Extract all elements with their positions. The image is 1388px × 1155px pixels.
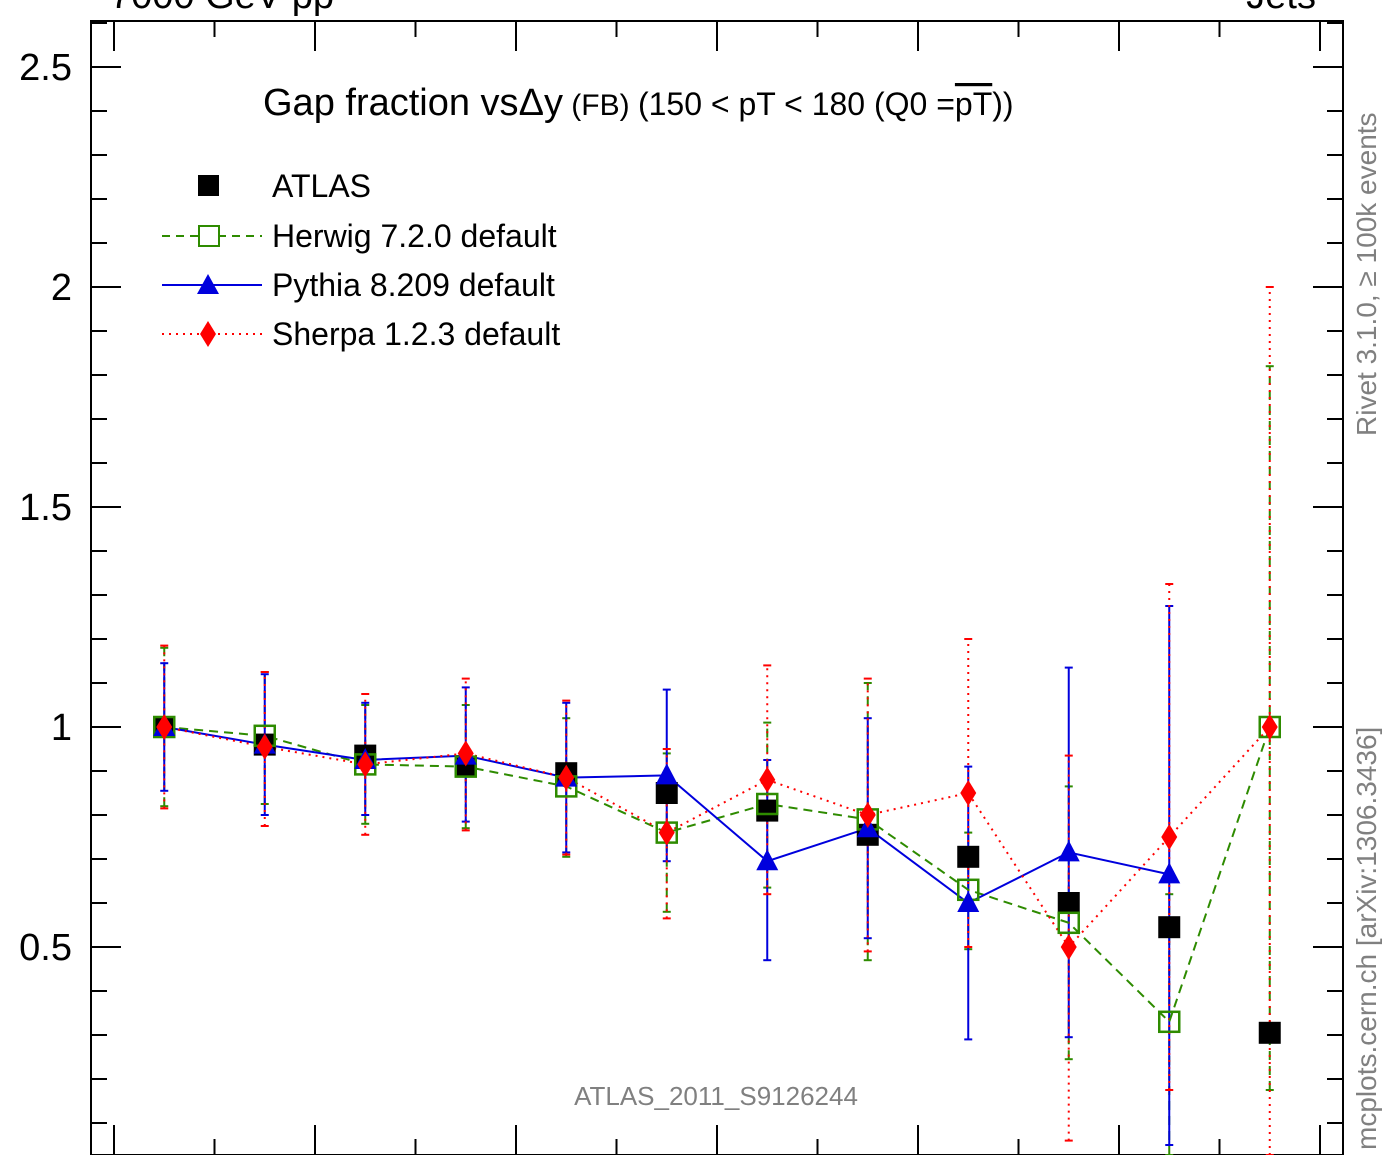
pythia-point [1057,840,1080,862]
y-tick-label: 0.5 [19,927,72,969]
y-tick-label: 1.5 [19,487,72,529]
legend-marker-pythia [197,274,219,294]
legend-label-pythia: Pythia 8.209 default [272,267,555,303]
title-overline: pT [955,86,992,122]
y-tick-label: 2.5 [19,47,72,89]
title-main: Gap fraction vs [263,82,519,124]
series-line [164,726,1271,949]
title-range-open: (150 < pT < 180 (Q0 = [638,86,955,122]
series-line [164,726,1271,1024]
herwig-point [1158,1010,1181,1034]
legend-label-atlas: ATLAS [272,168,371,204]
legend-marker-atlas [198,175,219,196]
sherpa-point [1261,714,1278,740]
pythia-point [957,891,980,912]
chart-title: Gap fraction vsΔy (FB) (150 < pT < 180 (… [263,82,1014,124]
herwig-point [756,792,779,816]
header-left: 7000 GeV pp [110,0,334,17]
y-tick-labels: 0.5 1 1.5 2 2.5 [19,47,72,969]
header-right: Jets [1246,0,1316,17]
atlas-point [655,782,678,804]
pythia-point [756,849,779,871]
sherpa-point [759,766,776,793]
legend-marker-herwig [198,225,220,247]
sherpa-point [859,802,876,828]
title-delta-y: Δy [519,82,563,124]
sherpa-point [960,780,977,806]
sherpa-point [1060,934,1077,960]
side-label-top: Rivet 3.1.0, ≥ 100k events [1351,112,1382,436]
pythia-point [655,763,678,785]
sherpa-point [357,751,374,778]
legend: ATLAS Herwig 7.2.0 default Pythia 8.209 … [162,168,560,352]
title-fb: (FB) [563,89,638,122]
analysis-id: ATLAS_2011_S9126244 [574,1081,858,1111]
herwig-point [1057,911,1080,935]
y-tick-label: 2 [51,267,72,309]
pythia-point [1158,862,1181,884]
sherpa-point [558,764,575,791]
legend-label-sherpa: Sherpa 1.2.3 default [272,316,560,352]
series-lines [164,726,1271,1024]
sherpa-point [156,714,173,740]
y-tick-label: 1 [51,707,72,749]
side-label-bottom: mcplots.cern.ch [arXiv:1306.3436] [1351,727,1382,1150]
sherpa-point [1161,824,1178,850]
legend-marker-sherpa [200,321,216,347]
series-markers [153,714,1281,1044]
atlas-point [1158,916,1181,939]
sherpa-point [256,733,273,760]
sherpa-point [658,819,675,846]
legend-label-herwig: Herwig 7.2.0 default [272,218,557,254]
atlas-point [957,845,980,868]
atlas-point [1057,892,1080,914]
axis-ticks [91,21,1343,1155]
atlas-point [1258,1021,1281,1044]
title-range-close: )) [992,86,1013,122]
sherpa-point [457,740,474,767]
error-bars [160,286,1274,1155]
atlas-point [756,799,779,822]
